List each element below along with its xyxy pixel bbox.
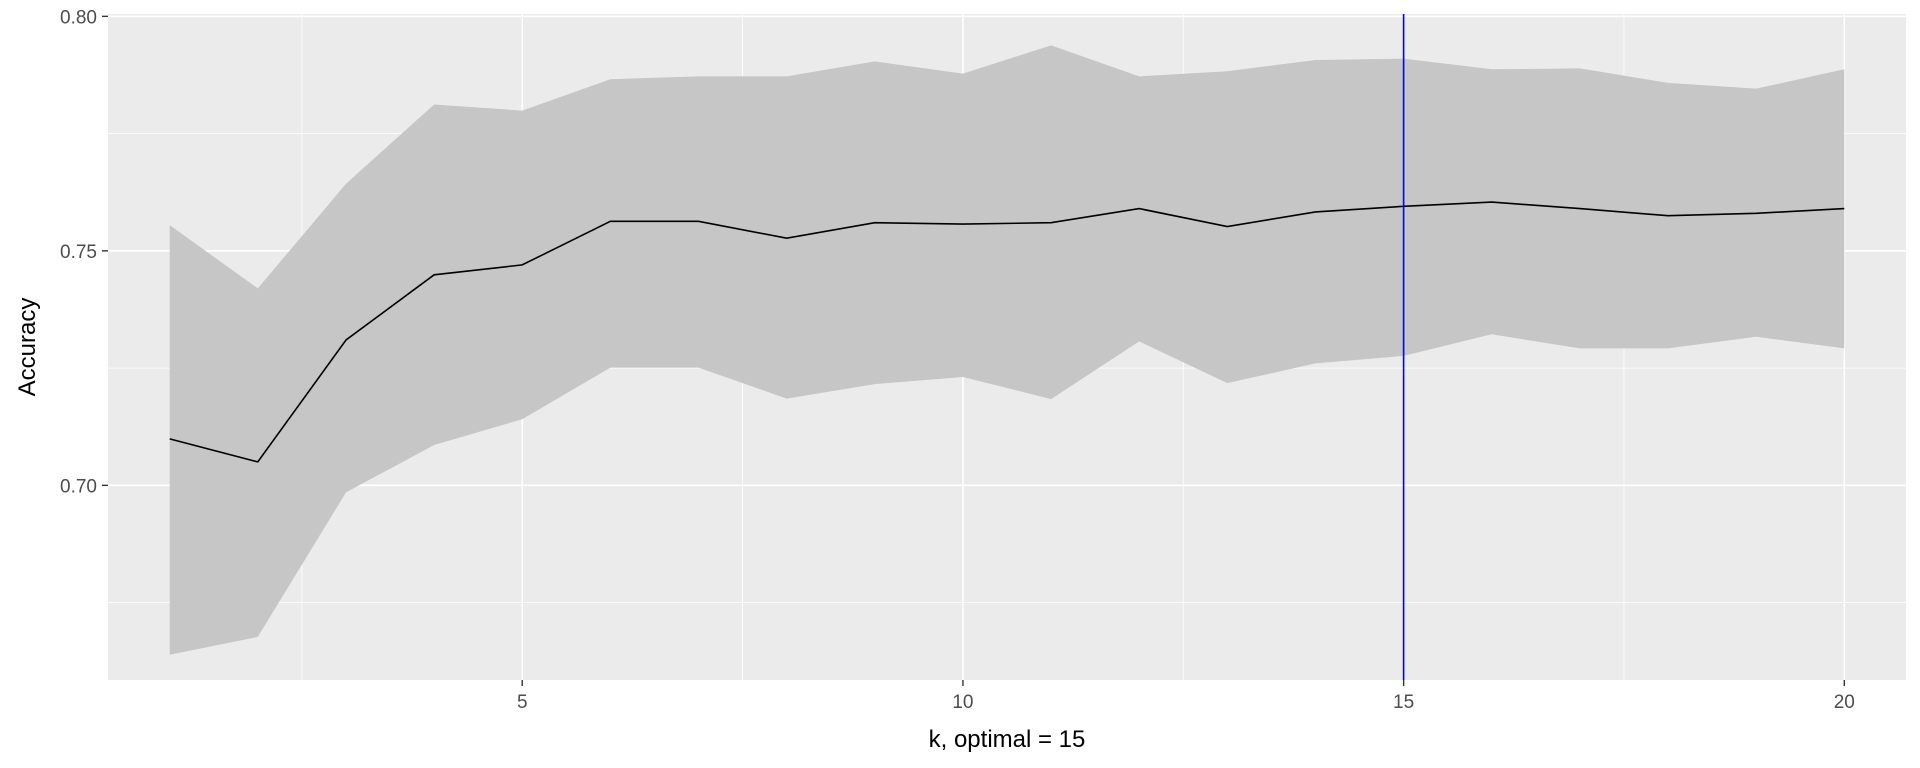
x-tick-label: 5	[517, 692, 528, 713]
confidence-ribbon	[169, 45, 1845, 655]
accuracy-line	[169, 201, 1845, 463]
x-tick-label: 10	[952, 692, 973, 713]
y-tick-label: 0.80	[60, 7, 97, 28]
x-axis: 5 10 15 20	[517, 680, 1855, 713]
x-tick-label: 15	[1393, 692, 1414, 713]
x-axis-title: k, optimal = 15	[929, 726, 1086, 753]
x-tick-label: 20	[1834, 692, 1855, 713]
y-tick-label: 0.70	[60, 476, 97, 497]
y-tick-label: 0.75	[60, 242, 97, 263]
y-axis-title: Accuracy	[14, 298, 41, 397]
y-axis: 0.70 0.75 0.80	[60, 7, 108, 497]
